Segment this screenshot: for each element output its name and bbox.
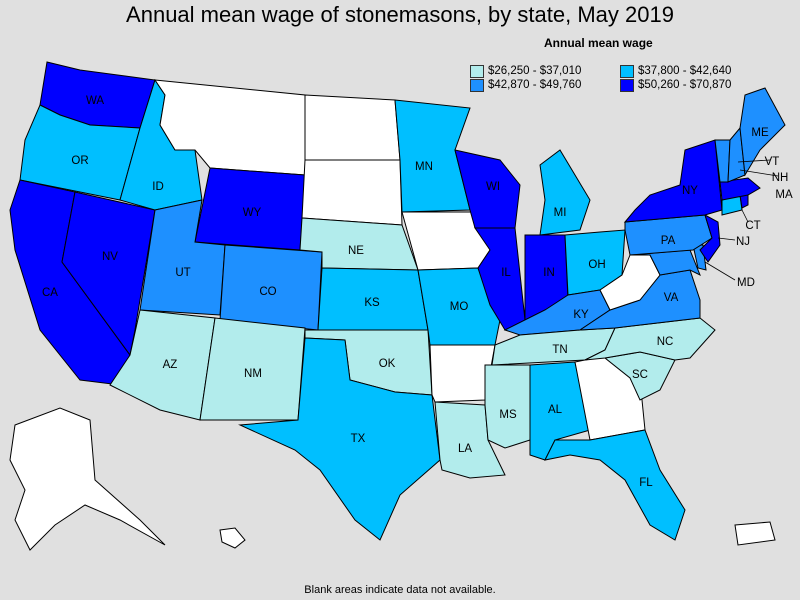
state-me[interactable] xyxy=(739,87,786,177)
state-tx[interactable] xyxy=(238,337,441,541)
legend-swatch-1 xyxy=(470,64,484,78)
leader-line-ct xyxy=(741,209,749,223)
legend-item-3: $42,870 - $49,760 xyxy=(470,78,581,92)
label-vt: VT xyxy=(765,156,780,168)
legend-label-1: $26,250 - $37,010 xyxy=(488,65,582,77)
state-ma[interactable] xyxy=(719,177,761,201)
label-al: AL xyxy=(548,404,563,416)
label-ks: KS xyxy=(364,297,380,309)
label-wi: WI xyxy=(486,181,500,193)
state-nj[interactable] xyxy=(699,213,721,263)
label-wa: WA xyxy=(86,95,104,107)
state-ak[interactable] xyxy=(9,407,166,551)
label-va: VA xyxy=(664,292,679,304)
label-ny: NY xyxy=(682,185,698,197)
leader-line-vt xyxy=(737,159,771,163)
label-mo: MO xyxy=(450,301,469,313)
label-or: OR xyxy=(71,155,88,167)
state-ar[interactable] xyxy=(429,344,496,403)
legend-item-1: $26,250 - $37,010 xyxy=(470,64,581,78)
label-ok: OK xyxy=(379,358,396,370)
label-nm: NM xyxy=(244,368,262,380)
state-hi[interactable] xyxy=(219,527,246,549)
state-pr[interactable] xyxy=(734,521,776,546)
label-nc: NC xyxy=(657,336,674,348)
state-nc[interactable] xyxy=(584,317,716,361)
legend-title: Annual mean wage xyxy=(544,36,653,50)
label-co: CO xyxy=(259,286,276,298)
label-nv: NV xyxy=(102,251,118,263)
label-ca: CA xyxy=(42,287,58,299)
label-az: AZ xyxy=(163,359,178,371)
label-tx: TX xyxy=(351,433,366,445)
state-fl[interactable] xyxy=(544,429,686,541)
label-me: ME xyxy=(751,127,769,139)
label-fl: FL xyxy=(639,477,653,489)
leader-line-md xyxy=(704,261,736,281)
state-ri[interactable] xyxy=(739,194,749,209)
state-ms[interactable] xyxy=(484,364,531,449)
leader-line-nj xyxy=(717,237,736,241)
label-id: ID xyxy=(152,181,164,193)
label-ky: KY xyxy=(573,309,589,321)
state-ny[interactable] xyxy=(623,139,723,223)
label-ne: NE xyxy=(348,245,364,257)
label-ut: UT xyxy=(175,267,190,279)
state-il[interactable] xyxy=(474,227,526,331)
label-nj: NJ xyxy=(736,236,750,248)
label-la: LA xyxy=(458,443,472,455)
label-il: IL xyxy=(501,267,511,279)
legend-item-2: $37,800 - $42,640 xyxy=(620,64,731,78)
label-oh: OH xyxy=(588,259,605,271)
legend-label-4: $50,260 - $70,870 xyxy=(638,79,732,91)
label-in: IN xyxy=(543,267,555,279)
label-mn: MN xyxy=(415,161,433,173)
map-title: Annual mean wage of stonemasons, by stat… xyxy=(126,2,674,27)
footnote: Blank areas indicate data not available. xyxy=(304,584,496,596)
label-ct: CT xyxy=(745,220,760,232)
label-ma: MA xyxy=(775,189,793,201)
state-sd[interactable] xyxy=(301,159,403,226)
legend-swatch-3 xyxy=(470,78,484,92)
label-nh: NH xyxy=(772,172,789,184)
legend-label-2: $37,800 - $42,640 xyxy=(638,65,732,77)
label-ms: MS xyxy=(499,409,517,421)
legend-swatch-4 xyxy=(620,78,634,92)
label-tn: TN xyxy=(552,344,567,356)
label-md: MD xyxy=(737,277,755,289)
leader-line-nh xyxy=(739,169,779,177)
label-pa: PA xyxy=(661,235,676,247)
state-mi[interactable] xyxy=(539,149,591,236)
label-wy: WY xyxy=(243,207,262,219)
label-mi: MI xyxy=(554,207,567,219)
legend-swatch-2 xyxy=(620,64,634,78)
label-sc: SC xyxy=(632,369,648,381)
legend-label-3: $42,870 - $49,760 xyxy=(488,79,582,91)
state-nd[interactable] xyxy=(304,94,401,161)
legend-item-4: $50,260 - $70,870 xyxy=(620,78,731,92)
